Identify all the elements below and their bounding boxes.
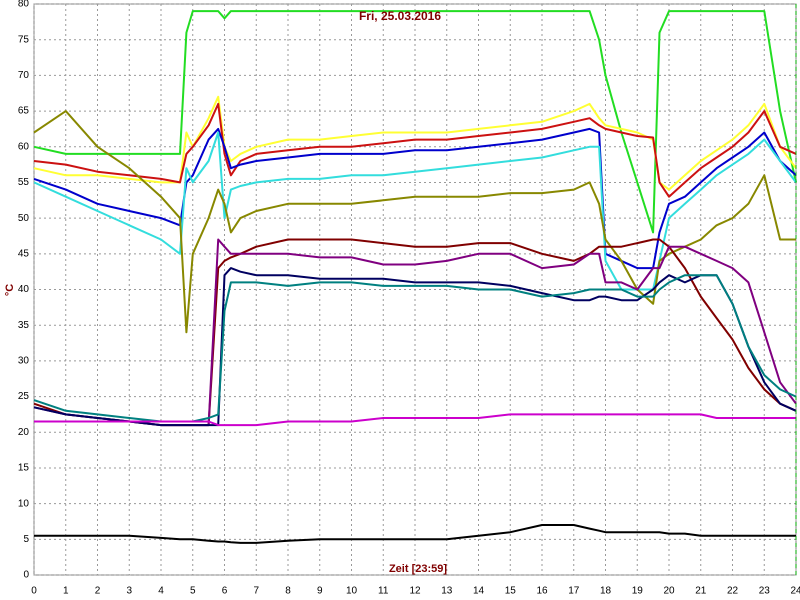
y-tick-label: 15 bbox=[18, 463, 30, 474]
series-line bbox=[33, 131, 797, 291]
y-tick-label: 0 bbox=[23, 570, 29, 581]
x-tick-label: 8 bbox=[285, 586, 291, 597]
y-tick-label: 75 bbox=[18, 34, 30, 45]
x-tick-label: 24 bbox=[790, 586, 800, 597]
x-tick-label: 18 bbox=[600, 586, 612, 597]
x-tick-label: 1 bbox=[63, 586, 69, 597]
x-tick-label: 0 bbox=[31, 586, 37, 597]
y-tick-label: 40 bbox=[18, 284, 30, 295]
x-tick-label: 10 bbox=[346, 586, 358, 597]
series-line bbox=[33, 110, 796, 334]
y-tick-label: 5 bbox=[23, 534, 29, 545]
x-tick-label: 16 bbox=[536, 586, 548, 597]
x-tick-label: 19 bbox=[632, 586, 644, 597]
series-line bbox=[33, 10, 797, 234]
x-tick-label: 23 bbox=[759, 586, 771, 597]
series-line bbox=[33, 127, 797, 270]
y-tick-label: 20 bbox=[18, 427, 30, 438]
y-tick-label: 70 bbox=[18, 70, 30, 81]
series-lines bbox=[33, 10, 797, 544]
x-tick-label: 5 bbox=[190, 586, 196, 597]
x-tick-label: 22 bbox=[727, 586, 739, 597]
x-axis-label: Zeit [23:59] bbox=[389, 563, 447, 575]
y-tick-label: 25 bbox=[18, 391, 30, 402]
x-tick-label: 17 bbox=[568, 586, 580, 597]
x-tick-label: 9 bbox=[317, 586, 323, 597]
series-line bbox=[33, 102, 797, 198]
series-line bbox=[33, 267, 797, 427]
y-tick-label: 50 bbox=[18, 213, 30, 224]
y-tick-label: 45 bbox=[18, 248, 30, 259]
y-tick-label: 60 bbox=[18, 141, 30, 152]
series-line bbox=[34, 413, 796, 427]
x-tick-label: 20 bbox=[663, 586, 675, 597]
y-axis-label: °C bbox=[4, 284, 16, 296]
x-tick-label: 2 bbox=[95, 586, 101, 597]
series-line bbox=[33, 95, 797, 191]
x-tick-label: 3 bbox=[126, 586, 132, 597]
x-tick-label: 13 bbox=[441, 586, 453, 597]
y-tick-label: 10 bbox=[18, 498, 30, 509]
x-tick-label: 4 bbox=[158, 586, 164, 597]
series-line bbox=[34, 524, 796, 544]
y-tick-label: 55 bbox=[18, 177, 30, 188]
x-tick-label: 21 bbox=[695, 586, 707, 597]
y-tick-label: 80 bbox=[18, 0, 30, 10]
x-tick-label: 14 bbox=[473, 586, 485, 597]
y-tick-label: 35 bbox=[18, 320, 30, 331]
chart-title: Fri, 25.03.2016 bbox=[359, 9, 441, 23]
x-tick-label: 12 bbox=[409, 586, 421, 597]
x-tick-label: 15 bbox=[505, 586, 517, 597]
x-tick-label: 6 bbox=[222, 586, 228, 597]
x-tick-label: 7 bbox=[253, 586, 259, 597]
y-tick-label: 65 bbox=[18, 106, 30, 117]
y-tick-label: 30 bbox=[18, 356, 30, 367]
x-tick-label: 11 bbox=[378, 586, 389, 597]
